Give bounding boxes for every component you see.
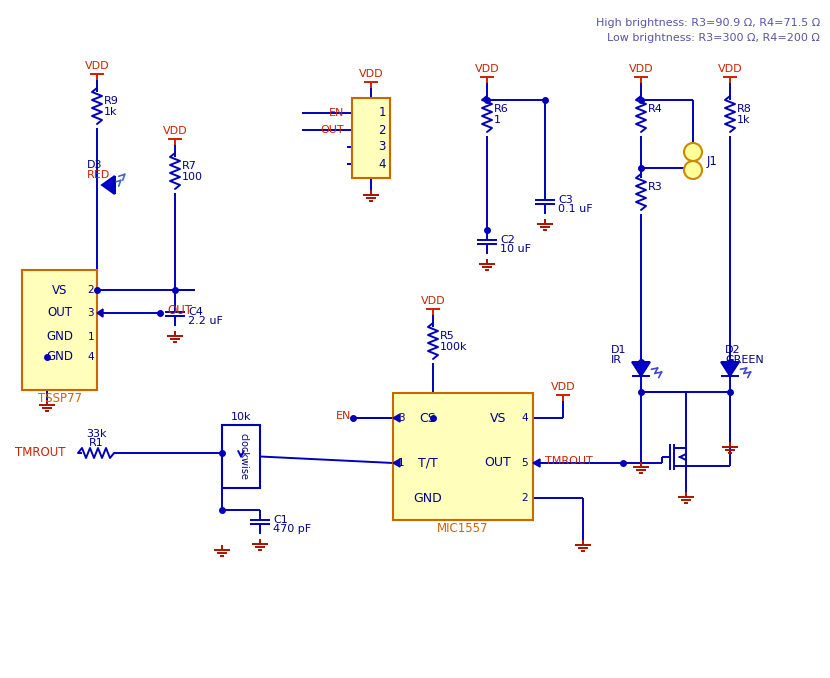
Text: R4: R4 — [648, 104, 663, 114]
Text: GND: GND — [413, 492, 442, 504]
Text: GREEN: GREEN — [725, 355, 764, 365]
Bar — [393, 393, 533, 520]
Text: C3: C3 — [558, 195, 573, 205]
Text: C1: C1 — [273, 515, 288, 525]
Bar — [222, 425, 260, 488]
Text: 4: 4 — [521, 413, 528, 423]
Polygon shape — [102, 176, 115, 194]
Text: 3: 3 — [378, 140, 386, 153]
Text: 33k: 33k — [85, 429, 106, 439]
Text: VDD: VDD — [475, 64, 500, 74]
Text: J1: J1 — [707, 155, 718, 167]
Text: OUT: OUT — [485, 456, 511, 469]
Text: 10 uF: 10 uF — [500, 244, 531, 254]
Text: RED: RED — [87, 170, 110, 180]
Text: EN: EN — [329, 108, 344, 118]
Text: 3: 3 — [87, 308, 94, 318]
Text: 5: 5 — [521, 458, 528, 468]
Text: 4: 4 — [378, 157, 386, 170]
Text: OUT: OUT — [167, 304, 192, 317]
Text: 1: 1 — [494, 115, 501, 125]
Text: 2: 2 — [378, 123, 386, 136]
Text: T/T: T/T — [418, 456, 438, 469]
Text: C2: C2 — [500, 235, 515, 245]
Polygon shape — [632, 362, 650, 376]
Text: VDD: VDD — [718, 64, 742, 74]
Text: 0.1 uF: 0.1 uF — [558, 204, 593, 214]
Text: MIC1557: MIC1557 — [437, 521, 489, 534]
Text: R9: R9 — [104, 96, 119, 106]
Text: R5: R5 — [440, 331, 455, 341]
Text: 470 pF: 470 pF — [273, 524, 311, 534]
Text: VDD: VDD — [85, 61, 110, 71]
Polygon shape — [721, 362, 739, 376]
Bar — [22, 270, 97, 390]
Text: R7: R7 — [182, 161, 197, 171]
Text: 100: 100 — [182, 172, 203, 182]
Polygon shape — [97, 309, 103, 317]
Bar — [352, 98, 390, 178]
Polygon shape — [533, 459, 540, 467]
Polygon shape — [393, 414, 400, 422]
Text: 4: 4 — [87, 352, 94, 362]
Text: R6: R6 — [494, 104, 509, 114]
Text: C4: C4 — [188, 307, 203, 317]
Text: D2: D2 — [725, 345, 740, 355]
Text: clockwise: clockwise — [238, 433, 248, 480]
Text: VS: VS — [51, 283, 67, 296]
Text: TMROUT: TMROUT — [15, 447, 66, 460]
Text: R8: R8 — [737, 104, 752, 114]
Text: 1k: 1k — [737, 115, 750, 125]
Text: D3: D3 — [87, 160, 102, 170]
Text: OUT: OUT — [47, 306, 72, 319]
Text: 1: 1 — [87, 332, 94, 342]
Text: IR: IR — [611, 355, 622, 365]
Text: CS: CS — [420, 412, 437, 424]
Text: VDD: VDD — [628, 64, 653, 74]
Text: 1k: 1k — [104, 107, 118, 117]
Text: TSSP77: TSSP77 — [37, 391, 81, 405]
Text: GND: GND — [46, 351, 73, 363]
Text: High brightness: R3=90.9 Ω, R4=71.5 Ω
Low brightness: R3=300 Ω, R4=200 Ω: High brightness: R3=90.9 Ω, R4=71.5 Ω Lo… — [596, 18, 820, 43]
Text: VS: VS — [490, 412, 506, 424]
Text: R3: R3 — [648, 182, 662, 192]
Text: VDD: VDD — [163, 126, 188, 136]
Text: 1: 1 — [378, 106, 386, 119]
Circle shape — [684, 143, 702, 161]
Polygon shape — [393, 459, 400, 467]
Text: TMROUT: TMROUT — [545, 456, 593, 466]
Text: 100k: 100k — [440, 342, 467, 352]
Text: D1: D1 — [611, 345, 627, 355]
Text: R1: R1 — [89, 438, 104, 448]
Text: 10k: 10k — [231, 412, 251, 422]
Text: EN: EN — [335, 411, 351, 421]
Text: VDD: VDD — [359, 69, 383, 79]
Text: VDD: VDD — [550, 382, 575, 392]
Text: VDD: VDD — [421, 296, 446, 306]
Text: 1: 1 — [398, 458, 405, 468]
Text: 2: 2 — [87, 285, 94, 295]
Text: 3: 3 — [398, 413, 405, 423]
Text: 2.2 uF: 2.2 uF — [188, 316, 223, 326]
Text: 2: 2 — [521, 493, 528, 503]
Circle shape — [684, 161, 702, 179]
Text: OUT: OUT — [320, 125, 344, 135]
Text: GND: GND — [46, 330, 73, 344]
